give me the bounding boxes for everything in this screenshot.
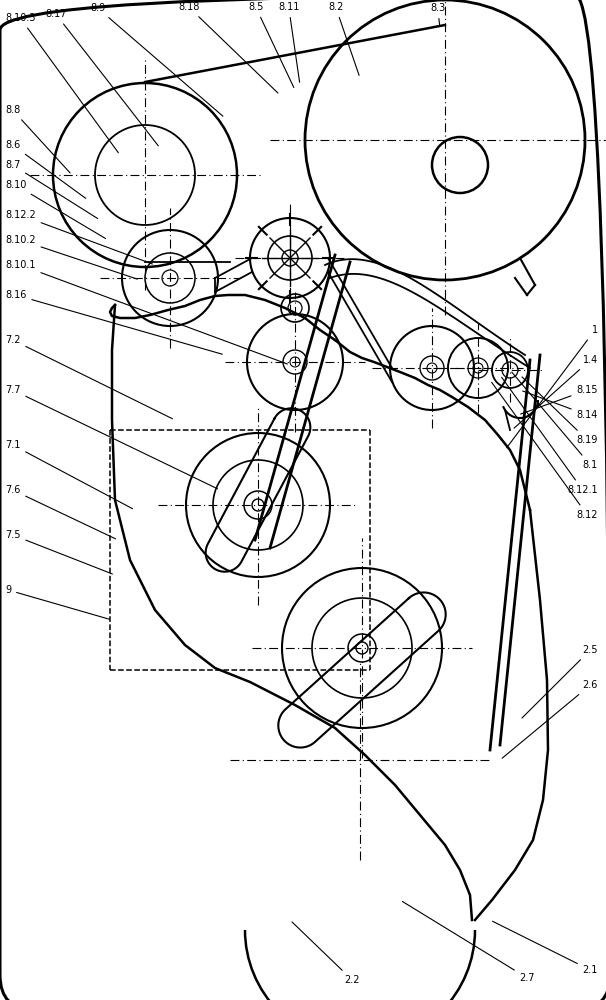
- Text: 8.3: 8.3: [430, 3, 445, 25]
- Text: 8.10.3: 8.10.3: [5, 13, 118, 153]
- Text: 7.1: 7.1: [5, 440, 133, 509]
- Text: 7.6: 7.6: [5, 485, 116, 539]
- Text: 8.14: 8.14: [522, 391, 598, 420]
- Text: 8.16: 8.16: [5, 290, 222, 354]
- Text: 7.7: 7.7: [5, 385, 218, 489]
- Text: 2.5: 2.5: [522, 645, 598, 718]
- Text: 8.12.1: 8.12.1: [502, 377, 598, 495]
- Text: 2.7: 2.7: [402, 901, 535, 983]
- Text: 8.15: 8.15: [521, 385, 598, 414]
- Text: 8.10.1: 8.10.1: [5, 260, 287, 364]
- Text: 8.9: 8.9: [90, 3, 223, 116]
- Text: 8.19: 8.19: [522, 377, 598, 445]
- Text: 1: 1: [507, 325, 598, 448]
- Text: 8.12.2: 8.12.2: [5, 210, 152, 264]
- Text: 2.6: 2.6: [502, 680, 598, 758]
- Text: 1.4: 1.4: [514, 355, 598, 428]
- Text: 8.6: 8.6: [5, 140, 86, 198]
- Text: 8.1: 8.1: [512, 372, 598, 470]
- Text: 8.18: 8.18: [178, 2, 278, 93]
- Text: 8.10: 8.10: [5, 180, 105, 239]
- Text: 8.10.2: 8.10.2: [5, 235, 138, 279]
- Text: 2.2: 2.2: [292, 922, 360, 985]
- Text: 2.1: 2.1: [493, 921, 598, 975]
- Text: 8.7: 8.7: [5, 160, 98, 219]
- Text: 8.2: 8.2: [328, 2, 359, 75]
- Text: 8.8: 8.8: [5, 105, 70, 173]
- Text: 9: 9: [5, 585, 109, 619]
- Text: 8.5: 8.5: [248, 2, 294, 87]
- Text: 8.12: 8.12: [491, 382, 598, 520]
- Text: 8.11: 8.11: [278, 2, 299, 82]
- Text: 7.2: 7.2: [5, 335, 173, 419]
- Text: 7.5: 7.5: [5, 530, 113, 574]
- Text: 8.17: 8.17: [45, 9, 158, 146]
